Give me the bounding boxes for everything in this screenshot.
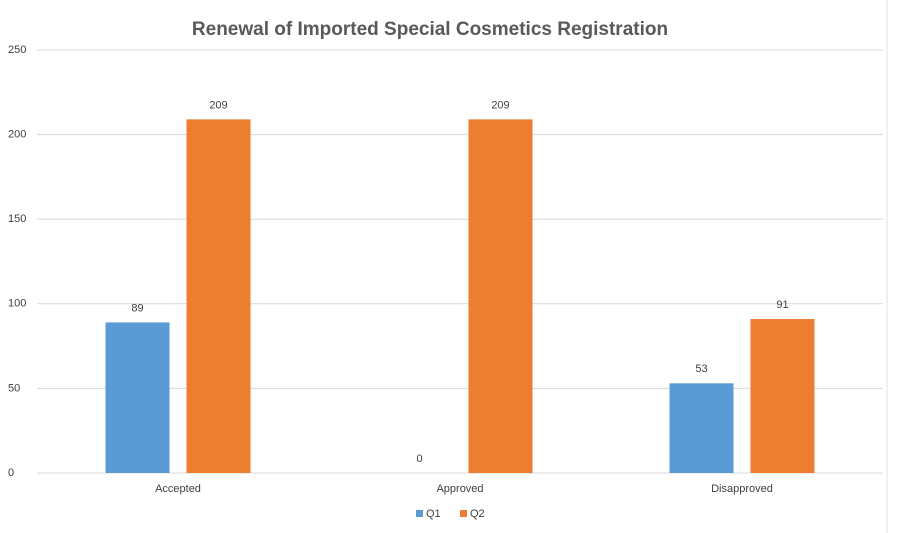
x-tick-label: Accepted: [155, 483, 201, 495]
data-label: 209: [491, 99, 509, 111]
legend-swatch: [416, 510, 423, 517]
y-tick-label: 0: [8, 467, 14, 479]
bar: [750, 319, 815, 473]
data-label: 53: [695, 363, 707, 375]
y-tick-label: 150: [8, 213, 26, 225]
data-label: 91: [776, 299, 788, 311]
bar: [669, 383, 734, 473]
bar: [105, 322, 170, 473]
data-label: 89: [131, 302, 143, 314]
data-label: 209: [209, 99, 227, 111]
legend-swatch: [460, 510, 467, 517]
legend-label: Q2: [470, 508, 485, 520]
y-tick-label: 250: [8, 44, 26, 56]
legend-label: Q1: [426, 508, 441, 520]
x-tick-label: Disapproved: [711, 483, 773, 495]
bar: [468, 119, 533, 473]
y-tick-label: 100: [8, 298, 26, 310]
data-label: 0: [416, 453, 422, 465]
chart-title: Renewal of Imported Special Cosmetics Re…: [192, 19, 668, 40]
bar: [186, 119, 251, 473]
y-tick-label: 200: [8, 129, 26, 141]
y-tick-label: 50: [8, 382, 20, 394]
x-tick-label: Approved: [436, 483, 483, 495]
